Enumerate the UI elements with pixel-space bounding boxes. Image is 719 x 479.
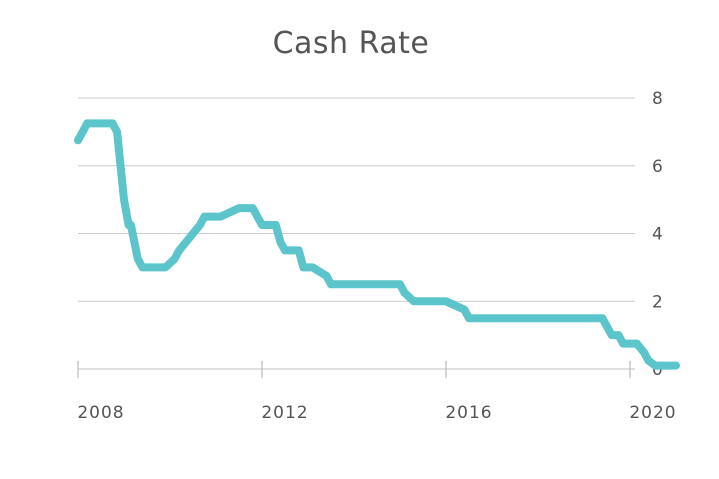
- series-group: [74, 119, 680, 370]
- series-line-0: [74, 119, 680, 370]
- chart-title: Cash Rate: [272, 26, 430, 61]
- y-tick-label-2: 2: [652, 292, 664, 312]
- y-tick-label-6: 6: [652, 157, 664, 177]
- y-tick-label-0: 0: [652, 360, 664, 380]
- y-axis: 0 2 4 6 8: [652, 89, 664, 380]
- gridlines: [78, 97, 635, 370]
- x-axis: 2008 2012 2016 2020: [77, 361, 676, 423]
- x-tick-label-2020: 2020: [629, 403, 676, 423]
- y-tick-label-4: 4: [652, 225, 664, 245]
- x-tick-label-2012: 2012: [261, 403, 308, 423]
- x-tick-label-2016: 2016: [445, 403, 492, 423]
- y-tick-label-8: 8: [652, 89, 664, 109]
- x-tick-label-2008: 2008: [77, 403, 124, 423]
